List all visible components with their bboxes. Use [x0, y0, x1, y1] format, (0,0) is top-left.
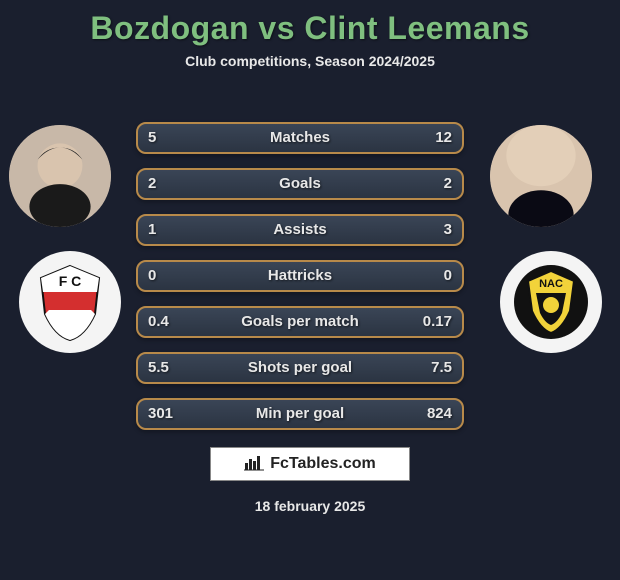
stat-right-value: 7.5	[431, 354, 452, 382]
stat-label: Matches	[138, 124, 462, 152]
stat-right-value: 0	[444, 262, 452, 290]
stat-right-value: 0.17	[423, 308, 452, 336]
stat-right-value: 824	[427, 400, 452, 428]
stat-row: 5.5 Shots per goal 7.5	[136, 352, 464, 384]
club-crest-icon: NAC	[512, 263, 590, 341]
stat-row: 5 Matches 12	[136, 122, 464, 154]
player-left-avatar	[9, 125, 111, 227]
stat-label: Shots per goal	[138, 354, 462, 382]
stat-right-value: 2	[444, 170, 452, 198]
page-subtitle: Club competitions, Season 2024/2025	[0, 53, 620, 69]
stat-label: Assists	[138, 216, 462, 244]
brand-badge: FcTables.com	[210, 447, 410, 481]
comparison-card: Bozdogan vs Clint Leemans Club competiti…	[0, 0, 620, 580]
stat-row: 2 Goals 2	[136, 168, 464, 200]
stat-row: 1 Assists 3	[136, 214, 464, 246]
face-icon	[9, 125, 111, 227]
page-title: Bozdogan vs Clint Leemans	[0, 10, 620, 47]
player-right-avatar	[490, 125, 592, 227]
player-left-club-crest: F C	[19, 251, 121, 353]
stat-right-value: 3	[444, 216, 452, 244]
date-text: 18 february 2025	[0, 498, 620, 514]
svg-text:F C: F C	[59, 273, 82, 289]
svg-text:NAC: NAC	[539, 278, 563, 290]
stat-label: Goals per match	[138, 308, 462, 336]
stat-row: 0 Hattricks 0	[136, 260, 464, 292]
stat-label: Min per goal	[138, 400, 462, 428]
bar-chart-icon	[244, 453, 264, 476]
stat-row: 301 Min per goal 824	[136, 398, 464, 430]
stats-rows: 5 Matches 12 2 Goals 2 1 Assists 3 0 Hat…	[136, 122, 464, 444]
stat-row: 0.4 Goals per match 0.17	[136, 306, 464, 338]
stat-label: Goals	[138, 170, 462, 198]
face-icon	[490, 125, 592, 227]
club-crest-icon: F C	[35, 262, 105, 342]
stat-label: Hattricks	[138, 262, 462, 290]
player-right-club-crest: NAC	[500, 251, 602, 353]
stat-right-value: 12	[435, 124, 452, 152]
brand-text: FcTables.com	[270, 455, 376, 473]
